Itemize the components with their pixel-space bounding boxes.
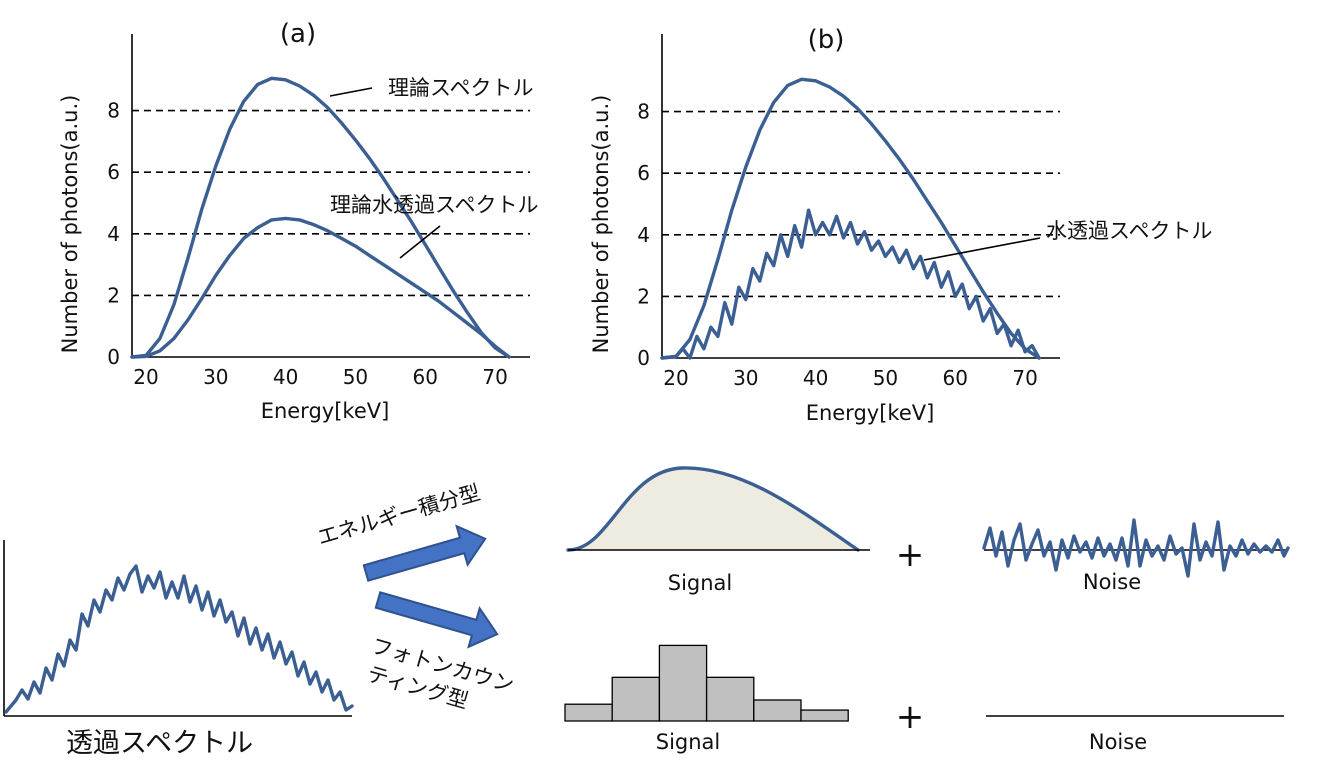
panel-a-x-tick-label: 30: [203, 365, 228, 389]
panel-a-x-ticks: 20 30 40 50 60 70: [133, 365, 508, 389]
panel-a-x-tick-label: 70: [482, 365, 507, 389]
panel-b-x-ticks: 20 30 40 50 60 70: [663, 366, 1038, 390]
panel-b-y-tick-label: 2: [637, 284, 650, 308]
histogram-bar: [801, 710, 848, 721]
panel-a-water-annotation: 理論水透過スペクトル: [330, 193, 539, 217]
noise-top-label: Noise: [1083, 570, 1141, 594]
panel-a-y-tick-label: 8: [107, 99, 120, 123]
panel-a-label: (a): [280, 19, 316, 49]
panel-b-y-tick-label: 4: [637, 223, 650, 247]
panel-b-ylabel: Number of photons(a.u.): [589, 95, 613, 354]
panel-a-y-tick-label: 0: [107, 345, 120, 369]
signal-smooth-fill: [568, 468, 858, 550]
panel-a-x-tick-label: 60: [413, 365, 438, 389]
histogram-bar: [707, 677, 754, 721]
plus-bottom: +: [896, 697, 925, 737]
panel-a-x-tick-label: 40: [273, 365, 298, 389]
panel-a-x-tick-label: 20: [133, 365, 158, 389]
panel-b-water-annotation: 水透過スペクトル: [1046, 219, 1213, 243]
panel-b-x-tick-label: 40: [803, 366, 828, 390]
panel-b-x-tick-label: 30: [733, 366, 758, 390]
noise-top-curve: [984, 520, 1288, 576]
transmitted-spectrum-curve: [6, 566, 352, 712]
panel-b-y-tick-label: 0: [637, 346, 650, 370]
plus-top: +: [896, 535, 925, 575]
panel-b-x-tick-label: 20: [663, 366, 688, 390]
panel-b-y-ticks: 0 2 4 6 8: [637, 100, 650, 370]
histogram-bar: [659, 645, 706, 721]
panel-a-y-tick-label: 6: [107, 160, 120, 184]
histogram-bar: [612, 677, 659, 721]
panel-a-chart: (a) 0 2 4 6 8 20 30 40 50 60 70 Number of photons…: [58, 19, 539, 423]
panel-b-x-tick-label: 70: [1012, 366, 1037, 390]
panel-b-series: [662, 79, 1039, 358]
panel-b-water-leader: [924, 238, 1040, 260]
transmitted-spectrum-label: 透過スペクトル: [66, 728, 253, 759]
panel-a-series: [132, 78, 509, 357]
panel-a-theory-annotation: 理論スペクトル: [388, 76, 534, 100]
panel-a-x-tick-label: 50: [343, 365, 368, 389]
panel-a-y-ticks: 0 2 4 6 8: [107, 99, 120, 369]
panel-b-gridlines: [662, 112, 1060, 297]
noise-bottom-label: Noise: [1089, 730, 1147, 754]
panel-a-series-line-1: [132, 78, 509, 357]
panel-b-y-tick-label: 8: [637, 100, 650, 124]
panel-a-y-tick-label: 4: [107, 222, 120, 246]
panel-b-label: (b): [808, 25, 845, 55]
histogram-bar: [565, 704, 612, 721]
panel-a-water-leader: [400, 226, 440, 258]
panel-b-x-tick-label: 60: [943, 366, 968, 390]
panel-a-theory-leader: [330, 88, 372, 96]
detector-schematic: 透過スペクトル エネルギー積分型 フォトンカウン ティング型 Signal + …: [4, 468, 1288, 759]
panel-b-y-tick-label: 6: [637, 161, 650, 185]
panel-a-ylabel: Number of photons(a.u.): [58, 95, 82, 354]
histogram-bar: [754, 700, 801, 721]
signal-histogram: [565, 645, 848, 721]
signal-bottom-label: Signal: [656, 730, 721, 754]
panel-b-x-tick-label: 50: [873, 366, 898, 390]
panel-a-y-tick-label: 2: [107, 283, 120, 307]
panel-a-xlabel: Energy[keV]: [261, 399, 390, 423]
panel-b-chart: (b) 0 2 4 6 8 20 30 40 50 60 70 Number of photons…: [589, 25, 1213, 425]
signal-top-label: Signal: [668, 571, 733, 595]
panel-b-xlabel: Energy[keV]: [806, 401, 935, 425]
panel-b-series-line-2: [662, 210, 1039, 358]
